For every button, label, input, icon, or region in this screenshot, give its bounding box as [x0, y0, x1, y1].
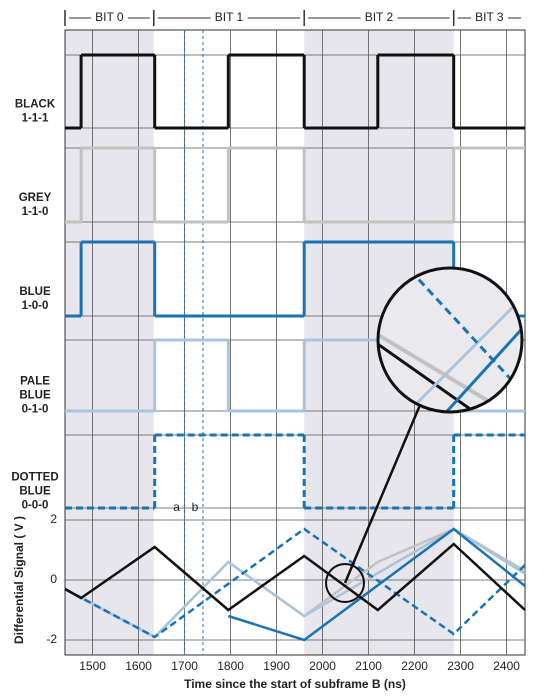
y-axis-label: Differential Signal ( V ) — [12, 516, 26, 644]
bit-label-bg — [91, 10, 128, 25]
zoom-line — [398, 288, 522, 412]
x-tick-label: 1600 — [125, 659, 152, 673]
row-label: 0-0-0 — [22, 500, 49, 512]
zoom-shade — [378, 268, 522, 412]
x-tick-label: 2300 — [447, 659, 474, 673]
bit-label-bg — [360, 10, 398, 25]
zoom-circle — [376, 266, 524, 414]
y-tick-label: 2 — [50, 512, 57, 526]
row-label: 0-1-0 — [22, 404, 49, 416]
labels: BIT 0 BIT 1 BIT 2 BIT 3 1500 1600 1700 1800 1900… — [11, 10, 520, 691]
zoom-connector — [343, 404, 422, 584]
x-tick-label: 2100 — [355, 659, 382, 673]
y-tick-label: 0 — [50, 572, 57, 586]
row-label: BLACK — [15, 99, 56, 111]
x-tick-label: 2200 — [401, 659, 428, 673]
x-tick-label: 1500 — [79, 659, 106, 673]
bit-label: BIT 3 — [475, 10, 504, 24]
x-tick-label: 1700 — [171, 659, 198, 673]
bit-label-bg — [210, 10, 248, 25]
x-tick-label: 2000 — [309, 659, 336, 673]
signal-line — [64, 542, 526, 612]
row-label: DOTTED — [11, 472, 58, 484]
x-tick-label: 1900 — [263, 659, 290, 673]
bit-shade — [65, 30, 154, 655]
zoom-source — [325, 563, 365, 603]
bit-label-bg — [471, 10, 508, 25]
row-label: PALE — [20, 376, 50, 388]
bit-label: BIT 2 — [365, 10, 394, 24]
bit-label: BIT 1 — [215, 10, 244, 24]
zoom-inset — [325, 266, 524, 603]
zoom-content — [378, 268, 522, 412]
signal-line — [64, 527, 526, 639]
x-tick-label: 1800 — [217, 659, 244, 673]
x-tick-label: 2400 — [493, 659, 520, 673]
row-label: 1-1-1 — [22, 113, 49, 125]
signal-line — [227, 527, 526, 642]
marker-label: a — [173, 500, 180, 514]
row-label: BLUE — [19, 286, 51, 298]
marker-label: b — [192, 500, 199, 514]
frame — [64, 29, 526, 656]
y-tick-label: -2 — [46, 632, 57, 646]
row-label: 1-1-0 — [22, 206, 49, 218]
row-label: BLUE — [19, 390, 51, 402]
row-label: 1-0-0 — [22, 300, 49, 312]
row-label: BLUE — [19, 486, 51, 498]
row-label: GREY — [19, 192, 52, 204]
x-axis-label: Time since the start of subframe B (ns) — [184, 677, 406, 691]
bit-label: BIT 0 — [95, 10, 124, 24]
